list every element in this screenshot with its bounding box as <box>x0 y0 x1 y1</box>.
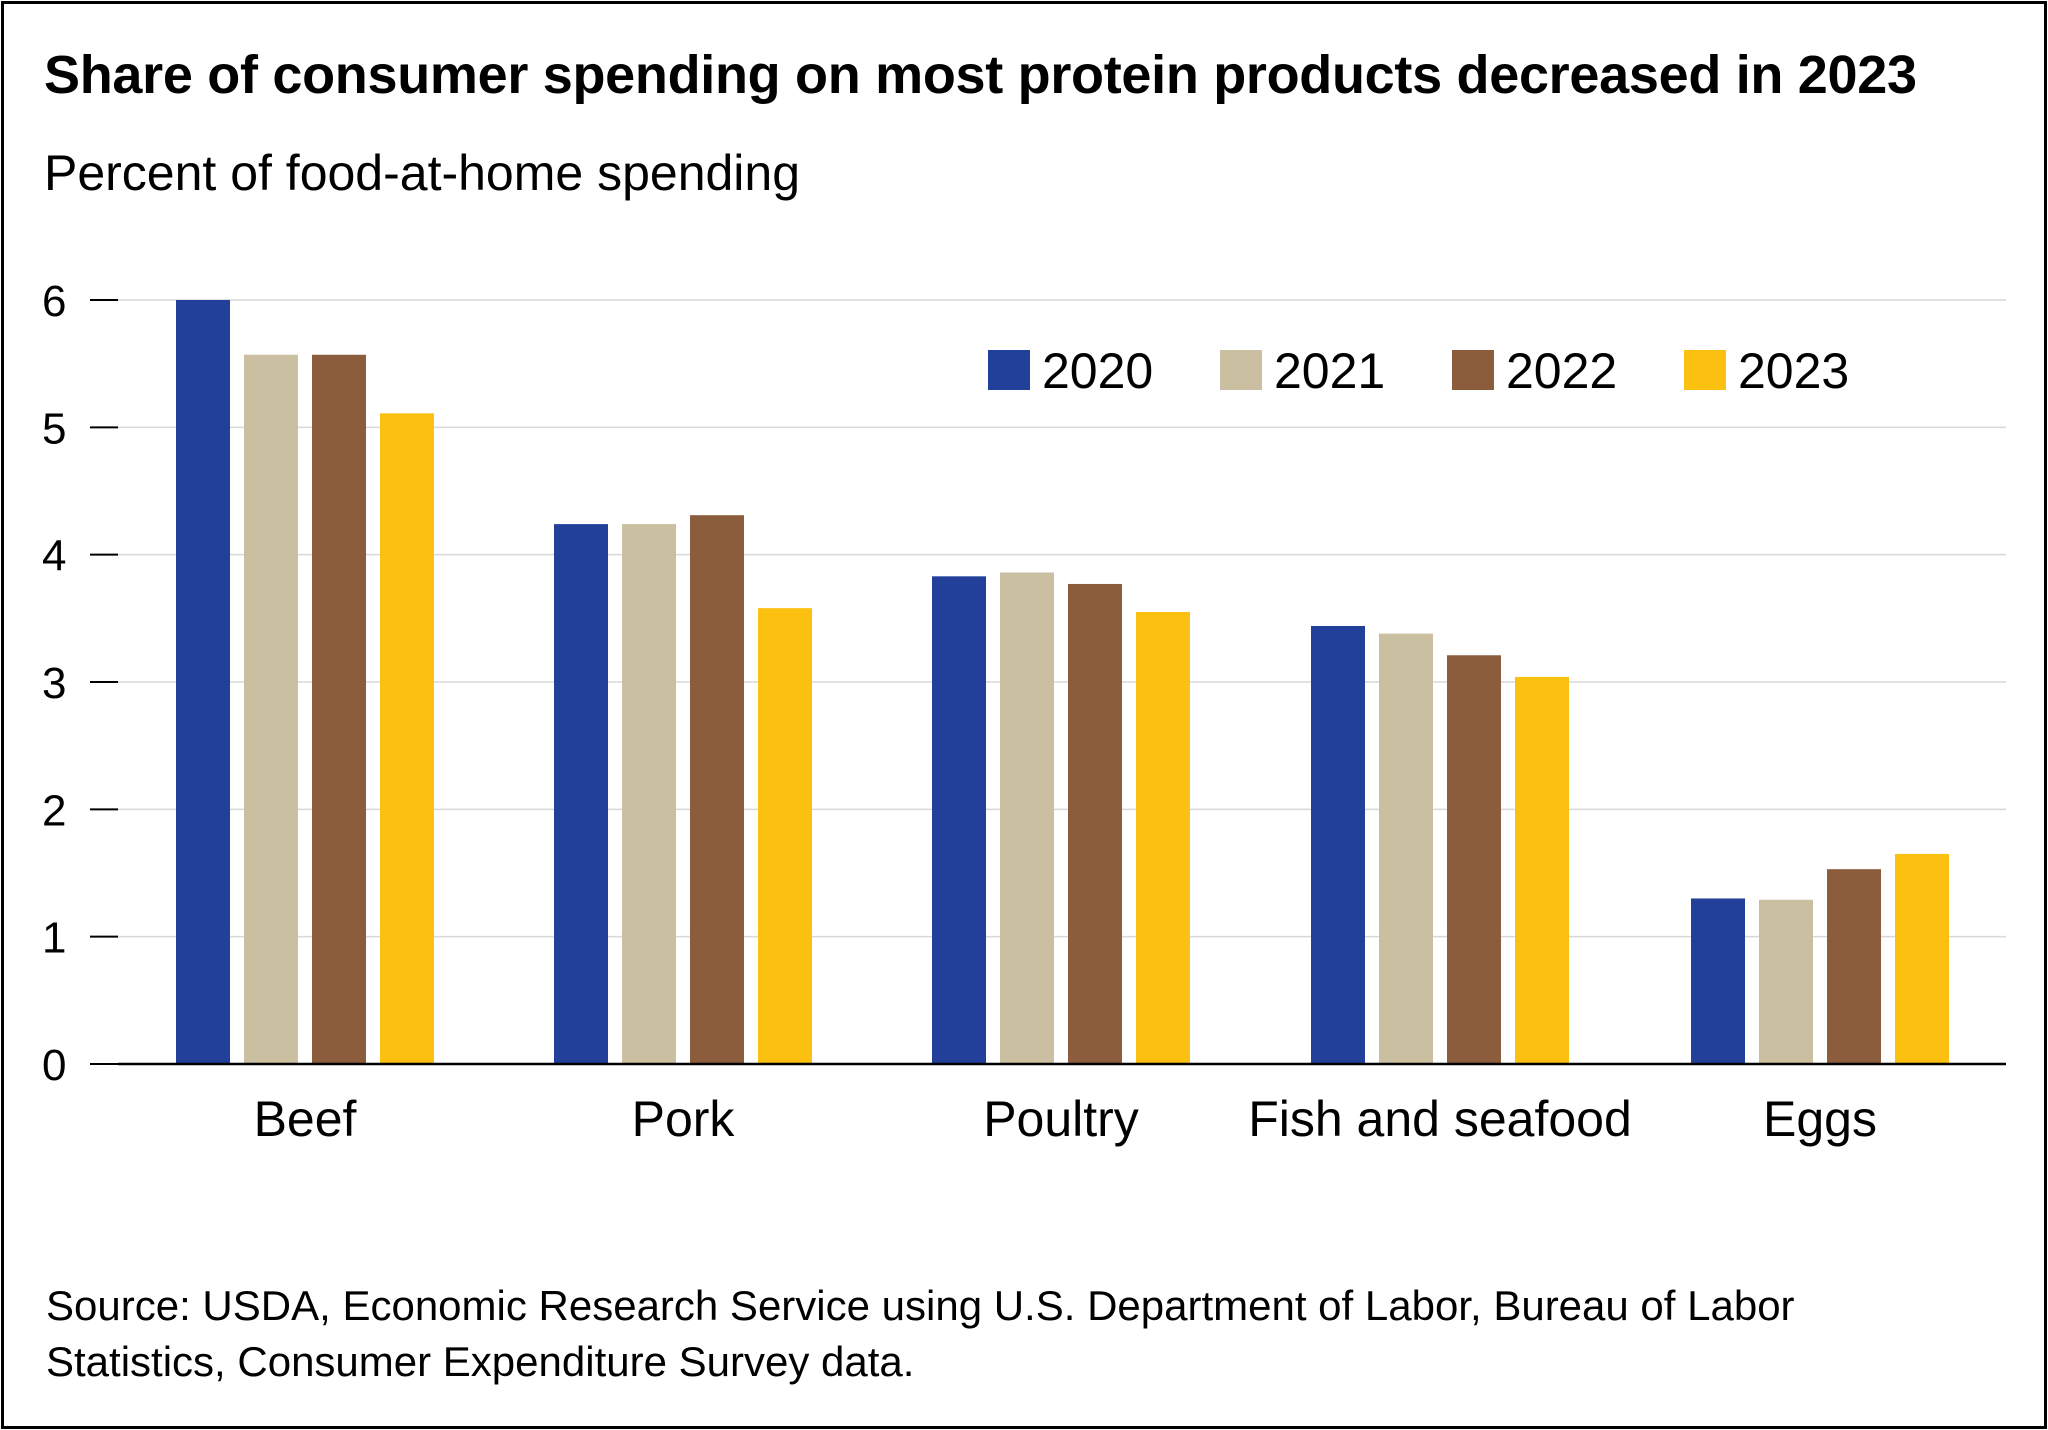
bar-fish-and-seafood-2021 <box>1379 633 1433 1064</box>
x-tick-label: Beef <box>254 1091 357 1147</box>
bar-poultry-2022 <box>1068 583 1122 1064</box>
legend-swatch-2020 <box>988 350 1030 390</box>
y-axis-label: Percent of food-at-home spending <box>44 145 801 201</box>
legend-swatch-2023 <box>1684 350 1726 390</box>
bar-fish-and-seafood-2023 <box>1515 676 1569 1064</box>
bar-poultry-2020 <box>932 576 986 1064</box>
source-note: Source: USDA, Economic Research Service … <box>46 1282 1795 1385</box>
y-tick-label: 4 <box>42 532 66 581</box>
y-tick-label: 3 <box>42 659 66 708</box>
y-tick-label: 6 <box>42 277 66 326</box>
bar-pork-2022 <box>690 515 744 1064</box>
legend-label-2022: 2022 <box>1506 343 1617 399</box>
bar-beef-2023 <box>380 413 434 1064</box>
bar-beef-2022 <box>312 354 366 1065</box>
y-axis-ticks: 0 1 2 3 4 5 6 <box>42 277 118 1090</box>
bar-fish-and-seafood-2022 <box>1447 655 1501 1064</box>
bar-eggs-2023 <box>1895 853 1949 1064</box>
bar-poultry-2023 <box>1136 611 1190 1064</box>
y-tick-label: 1 <box>42 914 66 963</box>
chart-title: Share of consumer spending on most prote… <box>44 45 1917 105</box>
y-tick-label: 0 <box>42 1041 66 1090</box>
x-tick-label: Eggs <box>1763 1091 1877 1147</box>
bar-pork-2023 <box>758 608 812 1064</box>
bar-beef-2020 <box>176 300 230 1064</box>
legend-label-2020: 2020 <box>1042 343 1153 399</box>
bars <box>176 300 1949 1065</box>
legend-swatch-2021 <box>1220 350 1262 390</box>
legend-swatch-2022 <box>1452 350 1494 390</box>
x-tick-label: Pork <box>632 1091 736 1147</box>
y-tick-label: 5 <box>42 404 66 453</box>
y-tick-label: 2 <box>42 786 66 835</box>
bar-fish-and-seafood-2020 <box>1311 625 1365 1064</box>
bar-eggs-2022 <box>1827 869 1881 1064</box>
bar-poultry-2021 <box>1000 572 1054 1064</box>
legend: 2020 2021 2022 2023 <box>988 343 1849 399</box>
bar-eggs-2020 <box>1691 898 1745 1064</box>
x-axis-labels: Beef Pork Poultry Fish and seafood Eggs <box>254 1091 1877 1147</box>
bar-beef-2021 <box>244 354 298 1065</box>
legend-label-2023: 2023 <box>1738 343 1849 399</box>
bar-pork-2020 <box>554 524 608 1064</box>
legend-label-2021: 2021 <box>1274 343 1385 399</box>
x-tick-label: Fish and seafood <box>1248 1091 1632 1147</box>
bar-eggs-2021 <box>1759 899 1813 1064</box>
bar-pork-2021 <box>622 524 676 1064</box>
x-tick-label: Poultry <box>983 1091 1139 1147</box>
